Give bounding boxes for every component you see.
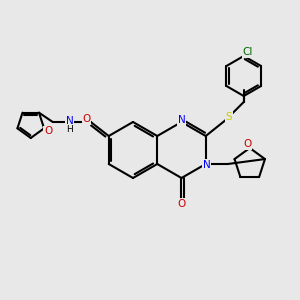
Text: Cl: Cl: [243, 47, 253, 57]
Text: O: O: [82, 114, 91, 124]
Text: N: N: [203, 160, 211, 170]
Text: H: H: [66, 124, 73, 134]
Text: N: N: [178, 115, 185, 125]
Text: S: S: [225, 112, 232, 122]
Text: O: O: [177, 199, 186, 209]
Text: O: O: [44, 126, 52, 136]
Text: N: N: [66, 116, 74, 126]
Text: O: O: [244, 139, 252, 149]
